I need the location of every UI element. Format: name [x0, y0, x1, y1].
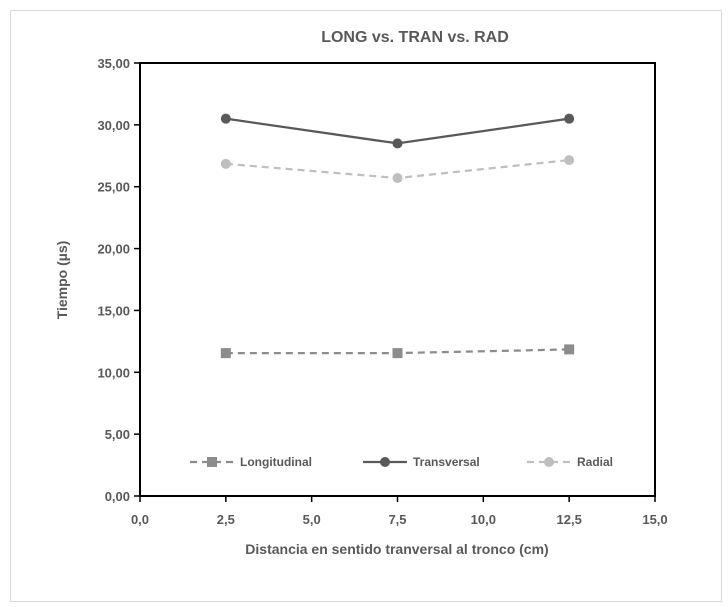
series-longitudinal — [220, 344, 575, 359]
series-layer — [220, 113, 575, 359]
x-tick-label: 5,0 — [303, 512, 321, 527]
data-point-longitudinal — [392, 348, 403, 359]
x-tick-label: 2,5 — [217, 512, 235, 527]
chart-frame — [10, 10, 722, 602]
data-point-longitudinal — [564, 344, 575, 355]
legend-item-transversal: Transversal — [363, 455, 480, 469]
y-tick-label: 5,00 — [105, 427, 130, 442]
legend-label: Longitudinal — [240, 455, 312, 469]
x-tick-label: 10,0 — [471, 512, 496, 527]
y-tick-label: 10,00 — [97, 365, 130, 380]
data-point-radial — [564, 155, 575, 166]
x-tick-label: 0,0 — [131, 512, 149, 527]
data-point-radial — [220, 158, 231, 169]
x-axis-title: Distancia en sentido tranversal al tronc… — [245, 541, 548, 557]
data-point-transversal — [564, 113, 575, 124]
legend-label: Radial — [577, 455, 613, 469]
data-point-transversal — [392, 138, 403, 149]
x-tick-label: 12,5 — [557, 512, 582, 527]
chart-title: LONG vs. TRAN vs. RAD — [321, 29, 509, 46]
legend-item-radial: Radial — [527, 455, 613, 469]
y-tick-label: 15,00 — [97, 303, 130, 318]
y-axis: 0,00 5,00 10,00 15,00 20,00 25,00 30,00 35,00 — [97, 56, 140, 504]
series-transversal — [220, 113, 575, 149]
legend-marker — [207, 457, 217, 467]
legend-label: Transversal — [413, 455, 480, 469]
y-tick-label: 35,00 — [97, 56, 130, 71]
data-point-transversal — [220, 113, 231, 124]
y-tick-label: 0,00 — [105, 489, 130, 504]
y-tick-label: 20,00 — [97, 242, 130, 257]
data-point-radial — [392, 173, 403, 184]
y-tick-label: 30,00 — [97, 118, 130, 133]
legend-item-longitudinal: Longitudinal — [190, 455, 312, 469]
data-point-longitudinal — [220, 348, 231, 359]
y-axis-title: Tiempo (µs) — [54, 241, 70, 320]
plot-area — [139, 62, 656, 497]
x-tick-label: 15,0 — [642, 512, 667, 527]
legend-marker — [544, 457, 554, 467]
x-axis: 0,0 2,5 5,0 7,5 10,0 12,5 15,0 — [131, 496, 668, 527]
legend-marker — [380, 457, 390, 467]
series-radial — [220, 155, 575, 184]
x-tick-label: 7,5 — [388, 512, 406, 527]
legend: Longitudinal Transversal Radial — [190, 455, 613, 469]
y-tick-label: 25,00 — [97, 180, 130, 195]
